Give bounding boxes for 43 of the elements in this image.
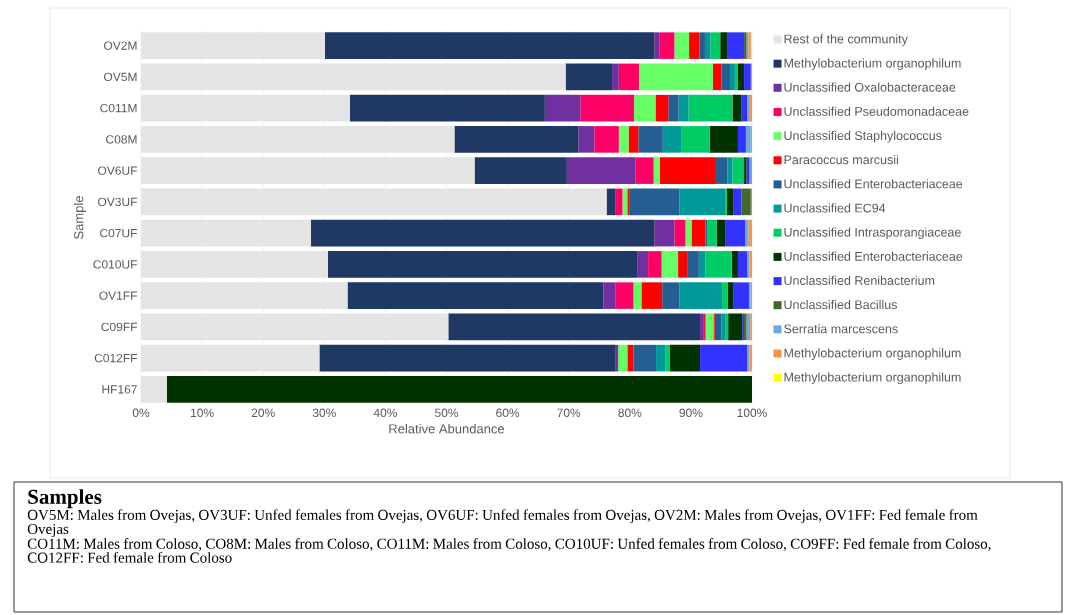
legend-label: Unclassified Enterobacteriaceae [784, 179, 963, 189]
legend-label: Unclassified Intrasporangiaceae [784, 227, 961, 240]
x-tick-label: 70% [557, 408, 581, 418]
x-tick-label: 60% [496, 408, 520, 418]
y-axis-title: Sample [73, 196, 86, 239]
x-tick-label: 10% [191, 408, 214, 418]
x-tick-label: 90% [679, 408, 703, 418]
y-tick-label: OV5M [104, 72, 137, 82]
x-tick-label: 40% [373, 408, 397, 418]
legend-label: Paracoccus marcusii [784, 154, 898, 165]
legend-label: Methylobacterium organophilum [784, 58, 961, 71]
legend-label: Unclassified EC94 [784, 203, 886, 213]
y-tick-label: C07UF [100, 228, 137, 238]
x-axis-title: Relative Abundance [389, 423, 505, 434]
legend-label: Unclassified Enterobacteriaceae [784, 251, 963, 261]
y-tick-label: OV6UF [98, 166, 137, 175]
legend-label: Unclassified Pseudomonadaceae [784, 106, 969, 116]
y-tick-label: C09FF [101, 322, 137, 332]
x-tick-label: 30% [312, 408, 336, 418]
x-tick-label: 100% [737, 408, 767, 418]
y-tick-label: C08M [106, 135, 137, 144]
x-tick-label: 20% [251, 408, 275, 418]
y-tick-label: OV3UF [98, 197, 137, 207]
y-tick-label: OV2M [104, 41, 137, 50]
x-tick-label: 0% [132, 408, 150, 418]
y-tick-label: C012FF [94, 353, 137, 363]
y-tick-label: OV1FF [99, 291, 137, 300]
y-tick-label: C011M [100, 103, 137, 113]
legend-label: Unclassified Oxalobacteraceae [784, 82, 956, 92]
legend-label: Methylobacterium organophilum [784, 372, 961, 385]
legend-label: Serratia marcescens [784, 324, 898, 334]
text: OV5M: Males from Ovejas, OV3UF: Unfed females from Ovejas, OV6UF: Unfed females from Ovejas, OV2M: Males from Ovejas, OV1FF: Fed female from Ovejas [27, 509, 978, 538]
legend-label: Unclassified Staphylococcus [784, 130, 942, 143]
y-tick-label: HF167 [102, 385, 137, 394]
legend-label: Rest of the community [784, 34, 908, 46]
x-tick-label: 80% [618, 408, 642, 418]
x-tick-label: 50% [434, 408, 459, 418]
legend-label: Methylobacterium organophilum [784, 348, 961, 360]
text: Samples [28, 489, 102, 509]
legend-label: Unclassified Bacillus [784, 299, 897, 310]
y-tick-label: C010UF [93, 260, 137, 269]
text: CO11M: Males from Coloso, CO8M: Males from Coloso, CO11M: Males from Coloso, CO10UF: Unfed females from Coloso, CO9FF: Fed female from Coloso, CO12FF: Fed female from Coloso [27, 538, 991, 563]
legend-label: Unclassified Renibacterium [784, 275, 935, 285]
